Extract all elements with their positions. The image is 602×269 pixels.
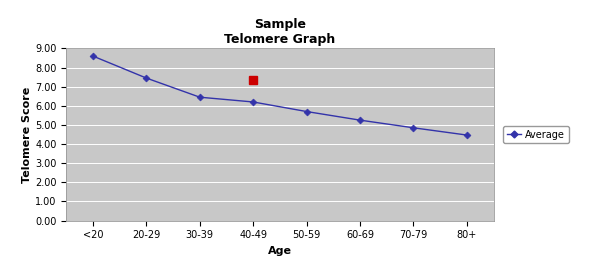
Title: Sample
Telomere Graph: Sample Telomere Graph: [225, 18, 335, 46]
Average: [356, 119, 364, 122]
Average: [143, 76, 150, 80]
Average: [410, 126, 417, 129]
Average: [196, 95, 203, 99]
Line: Average: Average: [90, 54, 470, 137]
Average: [250, 100, 257, 104]
X-axis label: Age: Age: [268, 246, 292, 256]
Average: [464, 133, 471, 137]
Legend: Average: Average: [503, 126, 569, 143]
Average: [89, 54, 96, 58]
Y-axis label: Telomere Score: Telomere Score: [22, 86, 33, 183]
Average: [303, 110, 310, 113]
